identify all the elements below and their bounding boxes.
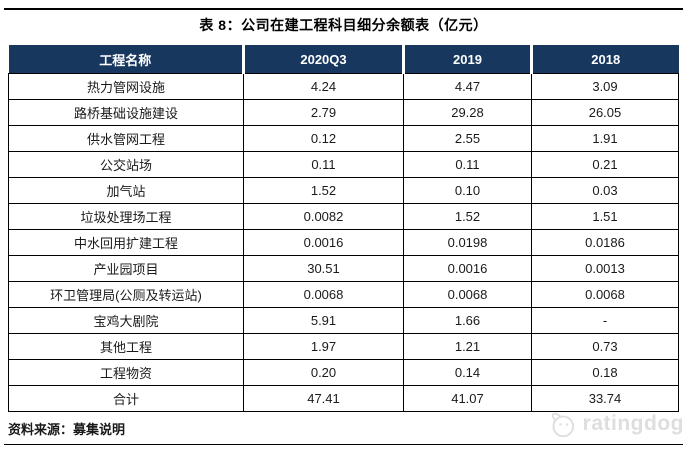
value-cell: 1.52 [403, 203, 532, 230]
table-row: 环卫管理局(公厕及转运站) 0.0068 0.0068 0.0068 [8, 281, 679, 308]
top-divider [4, 8, 683, 10]
value-cell: 0.03 [531, 177, 679, 204]
table-row: 公交站场 0.11 0.11 0.21 [8, 151, 679, 178]
project-name-cell: 工程物资 [8, 359, 244, 386]
project-name-cell: 中水回用扩建工程 [8, 229, 244, 256]
value-cell: 0.0068 [531, 281, 679, 308]
value-cell: 0.18 [531, 359, 679, 386]
project-name-cell: 公交站场 [8, 151, 244, 178]
value-cell: 41.07 [403, 385, 532, 412]
value-cell: 1.21 [403, 333, 532, 360]
value-cell: 47.41 [243, 385, 404, 412]
project-name-cell: 供水管网工程 [8, 125, 244, 152]
project-name-cell: 热力管网设施 [8, 73, 244, 100]
value-cell: 2.79 [243, 99, 404, 126]
value-cell: 1.51 [531, 203, 679, 230]
ratingdog-logo: ratingdog [545, 407, 684, 441]
table-row: 产业园项目 30.51 0.0016 0.0013 [8, 255, 679, 282]
table-row: 中水回用扩建工程 0.0016 0.0198 0.0186 [8, 229, 679, 256]
construction-in-progress-table: 工程名称 2020Q3 2019 2018 热力管网设施 4.24 4.47 3.09 路桥基… [8, 45, 679, 412]
value-cell: 26.05 [531, 99, 679, 126]
project-name-cell: 宝鸡大剧院 [8, 307, 244, 334]
table-row: 加气站 1.52 0.10 0.03 [8, 177, 679, 204]
value-cell: 1.52 [243, 177, 404, 204]
project-name-cell: 合计 [8, 385, 244, 412]
value-cell: 0.0068 [243, 281, 404, 308]
project-name-cell: 加气站 [8, 177, 244, 204]
value-cell: 0.11 [243, 151, 404, 178]
value-cell: 0.0082 [243, 203, 404, 230]
table-row: 路桥基础设施建设 2.79 29.28 26.05 [8, 99, 679, 126]
value-cell: 1.97 [243, 333, 404, 360]
column-header-2018: 2018 [531, 45, 679, 74]
value-cell: 0.0068 [403, 281, 532, 308]
dog-face-icon [551, 412, 574, 437]
value-cell: 0.11 [403, 151, 532, 178]
value-cell: 1.91 [531, 125, 679, 152]
project-name-cell: 路桥基础设施建设 [8, 99, 244, 126]
project-name-cell: 其他工程 [8, 333, 244, 360]
table-row: 供水管网工程 0.12 2.55 1.91 [8, 125, 679, 152]
table-row: 其他工程 1.97 1.21 0.73 [8, 333, 679, 360]
value-cell: 29.28 [403, 99, 532, 126]
value-cell: 0.21 [531, 151, 679, 178]
project-name-cell: 产业园项目 [8, 255, 244, 282]
value-cell: 0.10 [403, 177, 532, 204]
column-header-2020q3: 2020Q3 [243, 45, 405, 74]
value-cell: - [531, 307, 679, 334]
table-header-row: 工程名称 2020Q3 2019 2018 [8, 45, 679, 74]
bottom-divider [4, 444, 683, 445]
value-cell: 0.0198 [403, 229, 532, 256]
value-cell: 3.09 [531, 73, 679, 100]
column-header-2019: 2019 [403, 45, 533, 74]
value-cell: 0.0186 [531, 229, 679, 256]
value-cell: 0.0016 [403, 255, 532, 282]
table-body: 热力管网设施 4.24 4.47 3.09 路桥基础设施建设 2.79 29.28 26.05… [8, 73, 679, 412]
value-cell: 0.0016 [243, 229, 404, 256]
table-row: 宝鸡大剧院 5.91 1.66- [8, 307, 679, 334]
value-cell: 0.73 [531, 333, 679, 360]
table-title: 表 8：公司在建工程科目细分余额表（亿元） [199, 17, 488, 33]
value-cell: 30.51 [243, 255, 404, 282]
project-name-cell: 垃圾处理场工程 [8, 203, 244, 230]
value-cell: 4.24 [243, 73, 404, 100]
value-cell: 0.14 [403, 359, 532, 386]
value-cell: 0.12 [243, 125, 404, 152]
value-cell: 5.91 [243, 307, 404, 334]
table-head: 工程名称 2020Q3 2019 2018 [8, 45, 679, 74]
value-cell: 4.47 [403, 73, 532, 100]
table-row: 热力管网设施 4.24 4.47 3.09 [8, 73, 679, 100]
value-cell: 0.0013 [531, 255, 679, 282]
data-source-note: 资料来源：募集说明 [8, 422, 126, 437]
logo-text: ratingdog [582, 412, 684, 435]
value-cell: 1.66 [403, 307, 532, 334]
column-header-project-name: 工程名称 [8, 45, 245, 74]
value-cell: 0.20 [243, 359, 404, 386]
table-row: 工程物资 0.20 0.14 0.18 [8, 359, 679, 386]
project-name-cell: 环卫管理局(公厕及转运站) [8, 281, 244, 308]
value-cell: 2.55 [403, 125, 532, 152]
table-row: 垃圾处理场工程 0.0082 1.52 1.51 [8, 203, 679, 230]
value-cell: 33.74 [531, 385, 679, 412]
table-row: 合计 47.41 41.07 33.74 [8, 385, 679, 412]
